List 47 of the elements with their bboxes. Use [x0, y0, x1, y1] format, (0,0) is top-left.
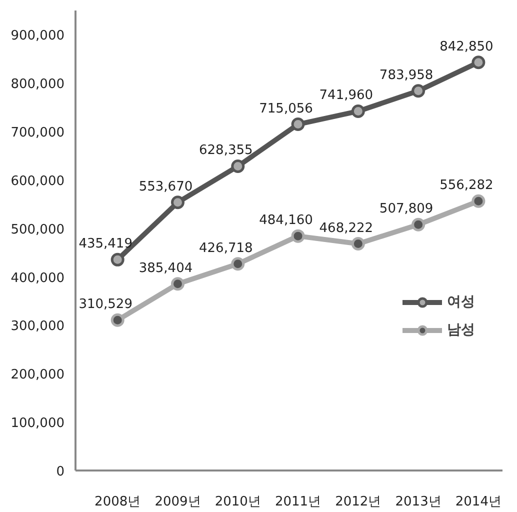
point: [472, 194, 486, 208]
data-label: 556,282: [440, 178, 494, 194]
data-label: 842,850: [440, 39, 494, 54]
y-tick-label: 600,000: [10, 174, 65, 189]
point: [291, 118, 305, 131]
x-tick-label: 2008년: [94, 494, 141, 510]
y-tick-label: 700,000: [10, 126, 65, 141]
x-tick-label: 2013년: [395, 494, 442, 510]
y-tick-label: 400,000: [10, 270, 65, 286]
legend-label: 남성: [447, 321, 475, 339]
y-tick-label: 100,000: [10, 416, 65, 432]
data-label: 715,056: [259, 101, 313, 116]
point: [170, 196, 184, 210]
x-tick-label: 2009년: [154, 494, 201, 510]
point: [231, 160, 245, 173]
legend-label: 여성: [447, 293, 475, 311]
point: [231, 257, 245, 271]
point: [110, 313, 124, 327]
point: [412, 218, 426, 232]
point: [351, 104, 365, 118]
point: [472, 56, 486, 70]
data-label: 783,958: [379, 68, 434, 83]
data-label: 435,419: [78, 236, 132, 252]
data-label: 426,718: [199, 240, 253, 256]
x-tick-label: 2010년: [214, 494, 261, 510]
data-label: 468,222: [319, 220, 374, 236]
data-label: 484,160: [259, 213, 313, 228]
y-tick-label: 800,000: [10, 77, 65, 92]
y-tick-label: 500,000: [10, 222, 65, 238]
data-label: 741,960: [319, 88, 374, 104]
data-label: 310,529: [78, 297, 132, 312]
y-tick-label: 0: [56, 464, 65, 480]
y-tick-label: 200,000: [10, 368, 65, 383]
point: [110, 252, 124, 266]
x-tick-label: 2014년: [455, 494, 502, 510]
data-label: 385,404: [138, 260, 193, 276]
point: [412, 84, 426, 98]
data-label: 628,355: [199, 143, 253, 158]
y-tick-label: 300,000: [10, 319, 65, 334]
point: [291, 229, 305, 243]
point: [351, 237, 365, 251]
data-label: 507,809: [379, 202, 434, 217]
point: [170, 277, 184, 291]
x-tick-label: 2012년: [335, 494, 382, 510]
y-tick-label: 900,000: [10, 28, 65, 44]
data-label: 553,670: [138, 179, 193, 194]
x-tick-label: 2011년: [274, 494, 322, 510]
